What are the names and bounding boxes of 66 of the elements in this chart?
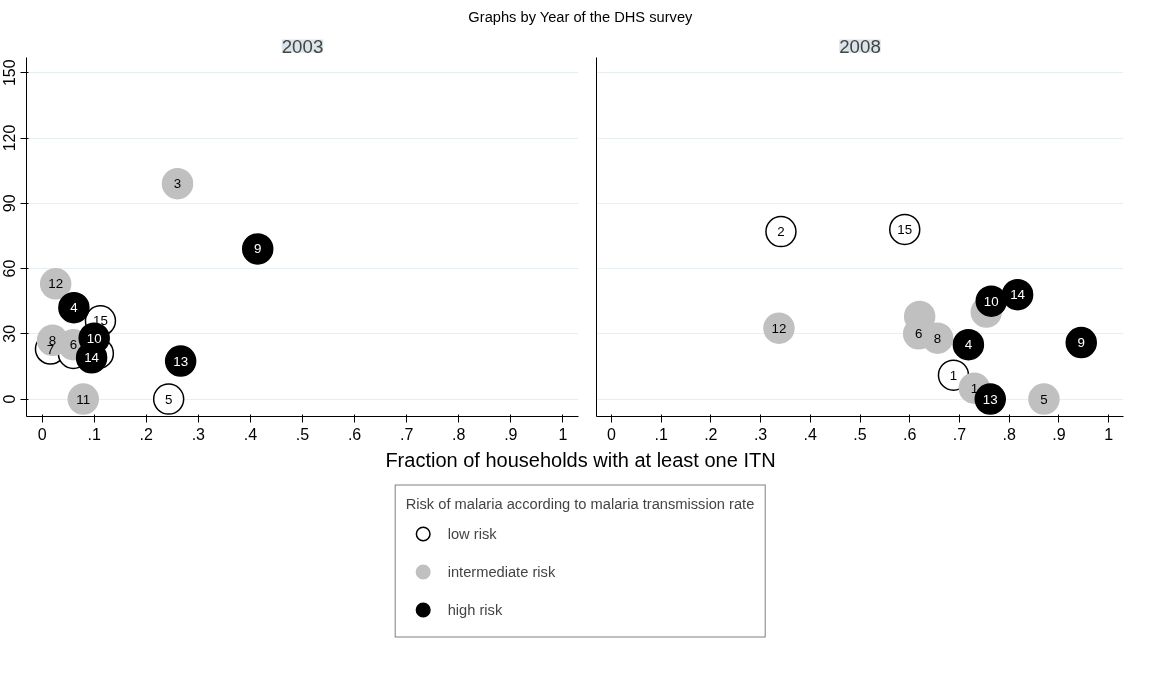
x-tick-label: .8 bbox=[1002, 425, 1016, 443]
annotation: 5 bbox=[164, 391, 173, 407]
x-tick-label: .4 bbox=[803, 425, 818, 443]
annotation: 13 bbox=[982, 391, 998, 407]
x-tick-label: .1 bbox=[654, 425, 668, 443]
annotation: 4 bbox=[964, 337, 973, 353]
point bbox=[765, 215, 797, 248]
x-tick-label: .5 bbox=[295, 425, 310, 443]
chart-title: 2003 bbox=[281, 35, 324, 57]
x-tick-label: .6 bbox=[903, 425, 917, 443]
point bbox=[952, 328, 985, 361]
x-tick-label: .7 bbox=[399, 425, 414, 443]
annotation: 2 bbox=[777, 224, 785, 240]
annotation: 14 bbox=[1010, 287, 1026, 303]
annotation: 8 bbox=[933, 330, 942, 346]
annotation: 6 bbox=[69, 337, 78, 353]
annotation: 9 bbox=[254, 241, 262, 257]
annotation: 11 bbox=[76, 391, 91, 407]
x-tick-label: .1 bbox=[87, 425, 101, 443]
x-tick-label: .4 bbox=[243, 425, 258, 443]
x-tick-label: .5 bbox=[853, 425, 867, 443]
annotation: 10 bbox=[983, 293, 999, 309]
y-tick-label: 150 bbox=[1, 59, 19, 87]
annotation: 5 bbox=[1040, 391, 1048, 407]
y-tick-label: 90 bbox=[1, 194, 19, 213]
annotation: 4 bbox=[70, 300, 79, 316]
x-tick-label: .2 bbox=[704, 425, 718, 443]
annotation: 6 bbox=[914, 326, 923, 342]
x-tick-label: 0 bbox=[606, 425, 616, 443]
x-tick-label: .9 bbox=[1052, 425, 1066, 443]
legend-label: high risk bbox=[447, 601, 503, 618]
x-tick-label: .8 bbox=[452, 425, 466, 443]
point bbox=[241, 233, 274, 265]
annotation: 12 bbox=[48, 276, 64, 292]
x-tick-label: .3 bbox=[753, 425, 768, 443]
text: Graphs by Year of the DHS survey bbox=[468, 8, 694, 25]
annotation: 13 bbox=[173, 353, 189, 369]
x-tick-label: .7 bbox=[952, 425, 967, 443]
x-axis-title: Fraction of households with at least one ITN bbox=[385, 448, 776, 471]
point bbox=[152, 383, 185, 415]
point bbox=[1028, 383, 1060, 415]
annotation: 14 bbox=[84, 350, 100, 366]
y-tick-label: 30 bbox=[1, 324, 19, 343]
chart-title: 2008 bbox=[839, 35, 881, 57]
y-tick-label: 120 bbox=[1, 124, 19, 152]
x-tick-label: .9 bbox=[504, 425, 518, 443]
y-tick-label: 0 bbox=[1, 394, 19, 404]
point bbox=[161, 167, 194, 200]
annotation: 9 bbox=[1077, 335, 1085, 351]
annotation: 1 bbox=[949, 367, 958, 383]
legend-label: low risk bbox=[447, 525, 497, 542]
annotation: 15 bbox=[897, 221, 913, 237]
x-tick-label: 1 bbox=[558, 425, 568, 443]
point bbox=[58, 291, 90, 324]
legend-title: Risk of malaria according to malaria transmission rate bbox=[405, 495, 755, 512]
annotation: 12 bbox=[771, 320, 787, 336]
x-tick-label: 1 bbox=[1104, 425, 1114, 443]
x-tick-label: .2 bbox=[139, 425, 154, 443]
x-tick-label: 0 bbox=[37, 425, 47, 443]
point bbox=[1065, 326, 1097, 359]
annotation: 10 bbox=[86, 330, 102, 346]
annotation: 3 bbox=[173, 176, 182, 192]
legend-label: intermediate risk bbox=[447, 563, 556, 580]
x-tick-label: .6 bbox=[347, 425, 362, 443]
x-tick-label: .3 bbox=[191, 425, 206, 443]
y-tick-label: 60 bbox=[1, 259, 19, 278]
